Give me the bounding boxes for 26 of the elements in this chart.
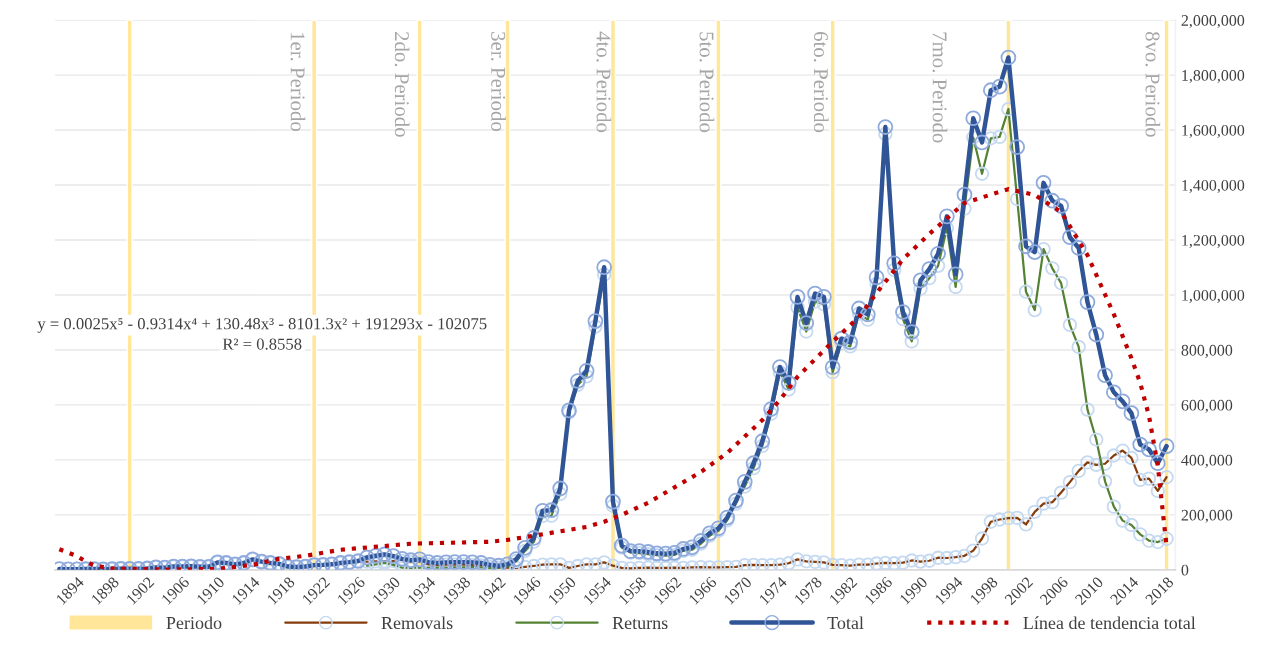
legend-label: Removals [381, 616, 453, 630]
y-tick-label: 1,800,000 [1182, 70, 1245, 84]
annotation: 8vo. Periodo [1145, 31, 1161, 137]
annotation: R² = 0.8558 [222, 338, 302, 350]
annotation: 5to. Periodo [699, 32, 715, 133]
legend-label: Returns [612, 617, 668, 630]
y-tick-label: 0 [1181, 564, 1189, 576]
annotation: 2do. Periodo [394, 32, 410, 137]
annotation: 3er. Periodo [491, 32, 506, 131]
annotation: 4to. Periodo [596, 31, 612, 133]
legend-label: Línea de tendencia total [1023, 616, 1196, 630]
y-tick-label: 1,200,000 [1182, 234, 1245, 248]
y-tick-label: 200,000 [1181, 509, 1233, 523]
y-tick-label: 1,600,000 [1182, 124, 1245, 139]
annotation: 7mo. Periodo [932, 32, 948, 143]
y-tick-label: 800,000 [1181, 344, 1233, 358]
annotation: 6to. Periodo [813, 32, 829, 133]
y-tick-label: 600,000 [1181, 399, 1233, 413]
y-tick-label: 1,000,000 [1182, 289, 1245, 303]
legend-label: Total [827, 616, 864, 630]
y-tick-label: 1,400,000 [1182, 179, 1245, 194]
annotation: 1er. Periodo [290, 32, 306, 131]
legend-label: Periodo [166, 616, 222, 630]
y-tick-label: 400,000 [1181, 454, 1233, 468]
y-tick-label: 2,000,000 [1181, 15, 1245, 29]
annotation: y = 0.0025x⁵ - 0.9314x⁴ + 130.48x³ - 8101.3x² + 191293x - 102075 [37, 318, 487, 333]
